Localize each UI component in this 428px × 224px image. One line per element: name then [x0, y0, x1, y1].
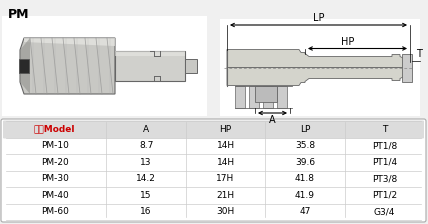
Text: 35.8: 35.8: [295, 141, 315, 150]
Text: T: T: [382, 125, 387, 134]
Text: 30H: 30H: [217, 207, 235, 216]
Text: T: T: [416, 49, 422, 58]
Text: HP: HP: [341, 37, 354, 47]
Bar: [220, 19, 420, 116]
Text: 8.7: 8.7: [139, 141, 153, 150]
Text: PM-30: PM-30: [41, 174, 68, 183]
Text: PM-40: PM-40: [41, 191, 68, 200]
Text: 15: 15: [140, 191, 152, 200]
Text: 14.2: 14.2: [136, 174, 156, 183]
Text: A: A: [143, 125, 149, 134]
Polygon shape: [227, 67, 410, 86]
Text: LP: LP: [313, 13, 324, 23]
Text: PT1/4: PT1/4: [372, 158, 397, 167]
Text: 41.9: 41.9: [295, 191, 315, 200]
Text: 17H: 17H: [217, 174, 235, 183]
FancyBboxPatch shape: [1, 119, 426, 222]
Polygon shape: [185, 59, 197, 73]
Text: PM-20: PM-20: [41, 158, 68, 167]
FancyBboxPatch shape: [2, 16, 207, 116]
Polygon shape: [227, 50, 410, 67]
Bar: [249, 86, 259, 108]
Bar: [277, 86, 287, 108]
Bar: [263, 86, 273, 108]
Polygon shape: [115, 51, 185, 56]
Text: 13: 13: [140, 158, 152, 167]
Text: PT1/8: PT1/8: [372, 141, 397, 150]
Polygon shape: [20, 38, 30, 94]
Text: PT3/8: PT3/8: [372, 174, 397, 183]
Polygon shape: [115, 51, 185, 81]
Text: LP: LP: [300, 125, 310, 134]
Text: 39.6: 39.6: [295, 158, 315, 167]
Text: 14H: 14H: [217, 158, 235, 167]
Bar: [402, 54, 412, 82]
FancyBboxPatch shape: [3, 121, 424, 138]
Bar: [255, 86, 277, 102]
Text: G3/4: G3/4: [374, 207, 395, 216]
Text: PM-60: PM-60: [41, 207, 68, 216]
Text: PM-10: PM-10: [41, 141, 68, 150]
Text: 47: 47: [299, 207, 311, 216]
Text: PM: PM: [8, 8, 30, 21]
Bar: [235, 86, 245, 108]
Text: 型号Model: 型号Model: [34, 125, 75, 134]
Text: 21H: 21H: [217, 191, 235, 200]
Text: 16: 16: [140, 207, 152, 216]
Text: A: A: [269, 115, 276, 125]
Text: HP: HP: [220, 125, 232, 134]
Polygon shape: [24, 38, 115, 46]
Text: 41.8: 41.8: [295, 174, 315, 183]
Bar: [19, 59, 29, 73]
Text: PT1/2: PT1/2: [372, 191, 397, 200]
Polygon shape: [20, 38, 115, 94]
Text: 14H: 14H: [217, 141, 235, 150]
